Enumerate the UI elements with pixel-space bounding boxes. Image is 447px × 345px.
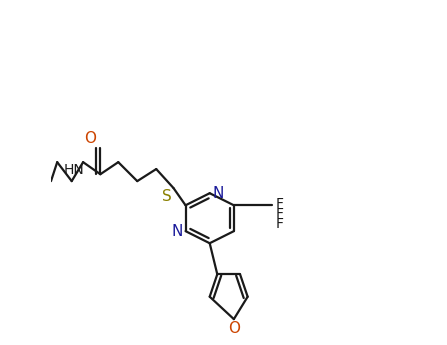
Text: HN: HN [63,163,84,177]
Text: N: N [212,186,224,201]
Text: S: S [162,189,172,204]
Text: F: F [276,217,284,231]
Text: F: F [276,207,284,221]
Text: O: O [228,321,240,336]
Text: F: F [276,197,284,210]
Text: N: N [171,224,183,239]
Text: O: O [84,131,96,146]
